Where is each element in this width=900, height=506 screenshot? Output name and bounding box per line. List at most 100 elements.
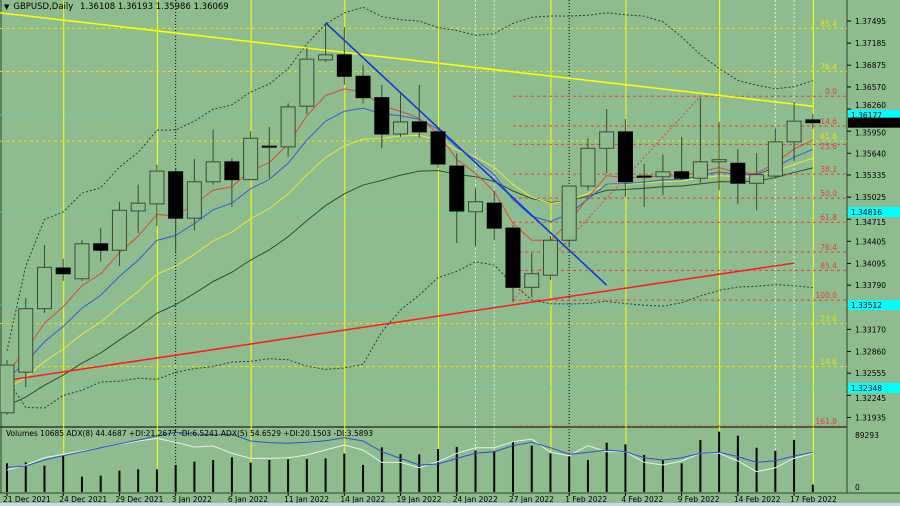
date-label: 4 Feb 2022 (621, 495, 663, 504)
date-label: 9 Feb 2022 (678, 495, 720, 504)
cyan-price-label: 1.32348 (851, 384, 882, 393)
price-tick-label: 1.35640 (855, 149, 886, 158)
cyan-price-label: 1.34816 (851, 208, 882, 217)
trendline-red (0, 262, 795, 383)
candle-body (767, 141, 783, 177)
fib-red-label: 85.4 (820, 261, 837, 270)
candle-body (655, 171, 671, 178)
candle-body (18, 308, 34, 373)
candle-body (561, 185, 577, 241)
price-tick-label: 1.36260 (855, 101, 886, 110)
price-tick-label: 1.37185 (855, 39, 886, 48)
price-tick-label: 1.36570 (855, 83, 886, 92)
cyan-price-tag (848, 382, 900, 393)
date-label: 11 Jan 2022 (284, 495, 329, 504)
bollinger-lower (6, 261, 813, 409)
fib-yellow-label: 23.6 (820, 315, 837, 324)
price-tick-label: 1.35335 (855, 171, 886, 180)
ohlc-readout: 1.36108 1.36193 1.35986 1.36069 (80, 2, 229, 12)
price-tick-label: 1.32860 (855, 347, 886, 356)
cyan-price-tag (848, 207, 900, 218)
candle-body (711, 159, 727, 163)
candle-body (261, 145, 277, 148)
candle-body (411, 121, 427, 133)
trendline-blue (325, 22, 608, 286)
date-label: 14 Jan 2022 (340, 495, 385, 504)
candle-body (168, 171, 184, 219)
candle-body (692, 161, 708, 179)
window-bottom-edge (0, 503, 900, 506)
date-label: 14 Feb 2022 (734, 495, 781, 504)
fib-red-label: 14.6 (820, 117, 837, 126)
adx-secondary-line (6, 437, 813, 473)
price-tick-label: 1.37495 (855, 17, 886, 26)
price-tick-label: 1.35950 (855, 129, 886, 138)
date-label: 27 Jan 2022 (509, 495, 554, 504)
ma-mid-line (6, 107, 814, 379)
symbol-label: GBPUSD,Daily (13, 2, 74, 12)
price-tick-label: 1.33790 (855, 281, 886, 290)
cyan-price-label: 1.33512 (851, 301, 882, 310)
ma-long-line (6, 167, 813, 407)
candle-body (542, 239, 558, 276)
candle-body (786, 120, 802, 143)
candle-body (468, 201, 483, 213)
candle-body (336, 54, 352, 77)
candle-body (730, 162, 746, 184)
candle-body (636, 175, 652, 178)
date-label: 6 Jan 2022 (228, 495, 268, 504)
fib-red-label: 0.0 (825, 87, 837, 96)
fib-yellow-label: 76.4 (820, 62, 837, 71)
candle-body (318, 54, 334, 61)
candle-body (93, 243, 109, 251)
price-tick-label: 1.34405 (855, 237, 886, 246)
candle-body (205, 161, 221, 183)
candle-body (55, 267, 71, 275)
cyan-price-tag (848, 109, 900, 120)
ma-slow-line (6, 134, 813, 390)
chart-header: ▼ GBPUSD,Daily 1.36108 1.36193 1.35986 1.… (4, 2, 229, 12)
candle-body (36, 266, 52, 310)
candle-body (805, 119, 821, 124)
volume-max-label: 89293 (855, 431, 879, 440)
price-tick-label: 1.34715 (855, 218, 886, 227)
date-label: 3 Jan 2022 (172, 495, 212, 504)
date-label: 1 Feb 2022 (565, 495, 607, 504)
candle-body (430, 131, 446, 165)
date-label: 19 Jan 2022 (397, 495, 442, 504)
candle-body (224, 161, 240, 181)
fib-yellow-label: 14.6 (820, 358, 837, 367)
bollinger-upper (6, 6, 813, 351)
current-price-label: 1.36069 (851, 119, 882, 128)
candle-body (617, 131, 633, 183)
candle-body (280, 106, 296, 148)
candle-body (749, 174, 765, 184)
fib-red-label: 100.0 (816, 291, 838, 300)
fib-red-label: 161.8 (816, 417, 838, 426)
dropdown-arrow-icon[interactable]: ▼ (4, 3, 10, 11)
price-tick-label: 1.34095 (855, 259, 886, 268)
date-label: 24 Jan 2022 (453, 495, 498, 504)
date-label: 29 Dec 2021 (115, 495, 163, 504)
price-tick-label: 1.36875 (855, 61, 886, 70)
price-tick-label: 1.33170 (855, 325, 886, 334)
candle-body (505, 227, 521, 288)
candle-body (243, 137, 259, 181)
trendline-yellow (0, 12, 813, 107)
fib-red-label: 76.4 (820, 243, 837, 252)
candle-body (355, 75, 371, 99)
cyan-price-tag (848, 299, 900, 310)
candle-body (130, 202, 146, 212)
candle-body (0, 364, 15, 414)
date-label: 21 Dec 2021 (3, 495, 51, 504)
indicator-label: Volumes 10685 ADX(8) 44.4687 +DI:21.2677… (6, 429, 374, 438)
volume-min-label: 0 (855, 483, 860, 492)
fib-yellow-label: 85.4 (820, 19, 837, 28)
fib-red-label: 23.6 (820, 142, 837, 151)
current-price-tag (848, 117, 900, 128)
date-label: 24 Dec 2021 (59, 495, 107, 504)
candle-body (299, 58, 315, 107)
candle-body (486, 202, 502, 229)
cyan-price-label: 1.36177 (851, 111, 882, 120)
